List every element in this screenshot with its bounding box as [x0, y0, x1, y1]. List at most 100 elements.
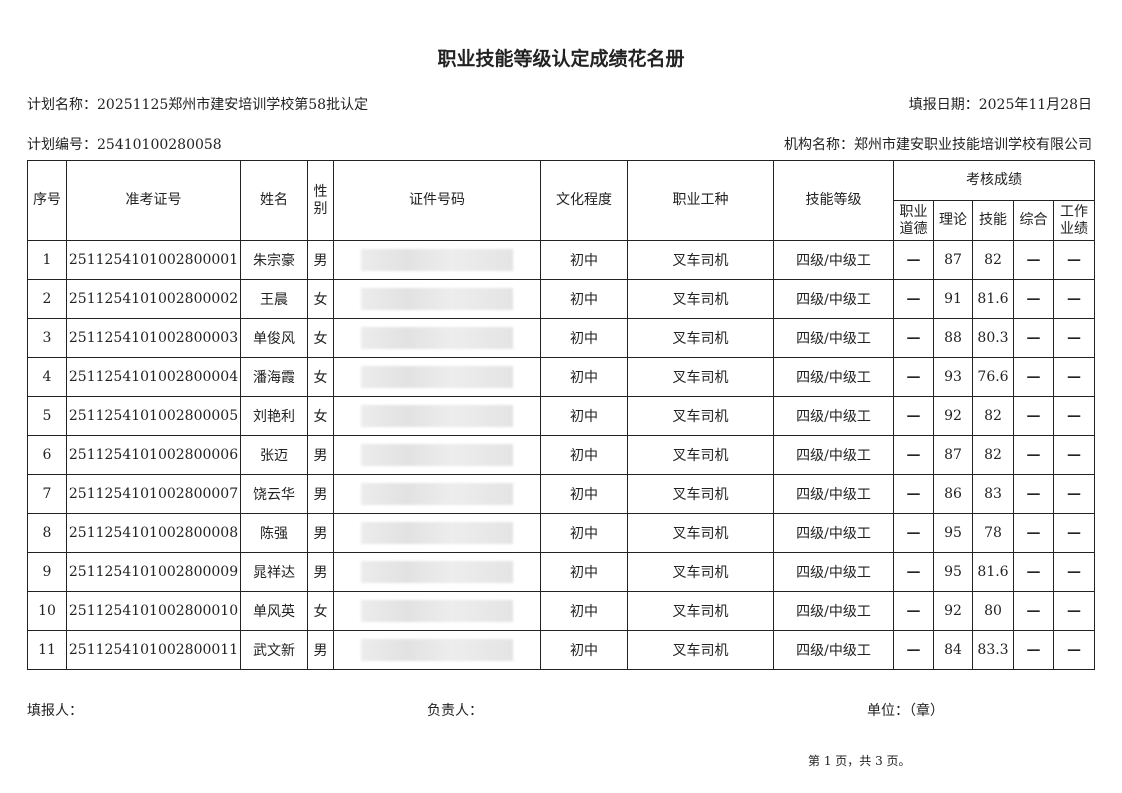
cell-skill: 80	[972, 591, 1014, 631]
cell-id-no	[333, 474, 541, 514]
cell-occupation: 叉车司机	[627, 357, 774, 397]
cell-ethics: —	[893, 435, 934, 475]
cell-gender: 男	[307, 552, 334, 592]
plan-number: 计划编号：25410100280058	[27, 137, 222, 153]
cell-overall: —	[1013, 240, 1054, 280]
cell-exam-no: 2511254101002800007	[66, 474, 241, 514]
cell-theory: 91	[933, 279, 973, 319]
page-indicator: 第 1 页，共 3 页。	[808, 754, 911, 768]
cell-theory: 92	[933, 591, 973, 631]
cell-level: 四级/中级工	[773, 396, 894, 436]
cell-gender: 男	[307, 513, 334, 553]
cell-exam-no: 2511254101002800010	[66, 591, 241, 631]
table-row: 10 2511254101002800010 单风英女初中 叉车司机 四级/中级工 —92…	[27, 591, 1095, 631]
cell-overall: —	[1013, 630, 1054, 670]
cell-seq: 11	[27, 630, 67, 670]
header-education: 文化程度	[540, 160, 628, 241]
redacted-id	[361, 522, 513, 544]
cell-id-no	[333, 513, 541, 553]
cell-skill: 76.6	[972, 357, 1014, 397]
cell-level: 四级/中级工	[773, 591, 894, 631]
cell-theory: 95	[933, 513, 973, 553]
cell-level: 四级/中级工	[773, 513, 894, 553]
cell-occupation: 叉车司机	[627, 396, 774, 436]
cell-seq: 3	[27, 318, 67, 358]
cell-education: 初中	[540, 357, 628, 397]
score-table: 序号 准考证号 姓名 性别 证件号码 文化程度 职业工种 技能等级 考核成绩 职…	[27, 160, 1095, 670]
redacted-id	[361, 444, 513, 466]
cell-name: 单风英	[240, 591, 308, 631]
cell-seq: 7	[27, 474, 67, 514]
cell-education: 初中	[540, 513, 628, 553]
cell-overall: —	[1013, 279, 1054, 319]
cell-id-no	[333, 630, 541, 670]
cell-exam-no: 2511254101002800008	[66, 513, 241, 553]
cell-skill: 82	[972, 435, 1014, 475]
page-title: 职业技能等级认定成绩花名册	[437, 48, 685, 70]
header-work: 工作业绩	[1053, 200, 1095, 241]
cell-occupation: 叉车司机	[627, 513, 774, 553]
cell-theory: 88	[933, 318, 973, 358]
table-row: 2 2511254101002800002 王晨女初中 叉车司机 四级/中级工 —91 81…	[27, 279, 1095, 319]
cell-ethics: —	[893, 396, 934, 436]
cell-name: 朱宗豪	[240, 240, 308, 280]
cell-level: 四级/中级工	[773, 552, 894, 592]
cell-occupation: 叉车司机	[627, 318, 774, 358]
cell-ethics: —	[893, 279, 934, 319]
cell-theory: 86	[933, 474, 973, 514]
cell-seq: 5	[27, 396, 67, 436]
redacted-id	[361, 288, 513, 310]
cell-education: 初中	[540, 240, 628, 280]
header-name: 姓名	[240, 160, 308, 241]
cell-name: 单俊风	[240, 318, 308, 358]
table-row: 1 2511254101002800001 朱宗豪男初中 叉车司机 四级/中级工 —87 8…	[27, 240, 1095, 280]
filler-label: 填报人：	[27, 703, 83, 719]
cell-exam-no: 2511254101002800002	[66, 279, 241, 319]
table-row: 3 2511254101002800003 单俊风女初中 叉车司机 四级/中级工 —88 8…	[27, 318, 1095, 358]
header-occupation: 职业工种	[627, 160, 774, 241]
cell-education: 初中	[540, 279, 628, 319]
cell-name: 武文新	[240, 630, 308, 670]
cell-ethics: —	[893, 630, 934, 670]
cell-ethics: —	[893, 240, 934, 280]
table-row: 7 2511254101002800007 饶云华男初中 叉车司机 四级/中级工 —86 8…	[27, 474, 1095, 514]
cell-work: —	[1053, 318, 1095, 358]
cell-seq: 4	[27, 357, 67, 397]
cell-gender: 男	[307, 435, 334, 475]
cell-exam-no: 2511254101002800011	[66, 630, 241, 670]
cell-skill: 82	[972, 396, 1014, 436]
cell-gender: 女	[307, 591, 334, 631]
cell-ethics: —	[893, 318, 934, 358]
cell-level: 四级/中级工	[773, 435, 894, 475]
cell-work: —	[1053, 552, 1095, 592]
cell-id-no	[333, 357, 541, 397]
redacted-id	[361, 327, 513, 349]
cell-occupation: 叉车司机	[627, 591, 774, 631]
cell-gender: 女	[307, 279, 334, 319]
cell-education: 初中	[540, 396, 628, 436]
cell-id-no	[333, 552, 541, 592]
cell-education: 初中	[540, 630, 628, 670]
cell-overall: —	[1013, 591, 1054, 631]
header-exam-no: 准考证号	[66, 160, 241, 241]
cell-exam-no: 2511254101002800004	[66, 357, 241, 397]
header-scores: 考核成绩	[893, 160, 1095, 201]
plan-name: 计划名称：20251125郑州市建安培训学校第58批认定	[27, 97, 369, 113]
cell-education: 初中	[540, 435, 628, 475]
cell-seq: 1	[27, 240, 67, 280]
cell-seq: 8	[27, 513, 67, 553]
table-row: 5 2511254101002800005 刘艳利女初中 叉车司机 四级/中级工 —92 8…	[27, 396, 1095, 436]
cell-skill: 81.6	[972, 552, 1014, 592]
cell-education: 初中	[540, 474, 628, 514]
table-row: 9 2511254101002800009 晁祥达男初中 叉车司机 四级/中级工 —95 8…	[27, 552, 1095, 592]
cell-occupation: 叉车司机	[627, 474, 774, 514]
table-row: 6 2511254101002800006 张迈男初中 叉车司机 四级/中级工 —87 82…	[27, 435, 1095, 475]
cell-theory: 92	[933, 396, 973, 436]
cell-skill: 83	[972, 474, 1014, 514]
cell-overall: —	[1013, 396, 1054, 436]
cell-level: 四级/中级工	[773, 357, 894, 397]
cell-seq: 2	[27, 279, 67, 319]
cell-exam-no: 2511254101002800005	[66, 396, 241, 436]
cell-skill: 81.6	[972, 279, 1014, 319]
cell-id-no	[333, 396, 541, 436]
